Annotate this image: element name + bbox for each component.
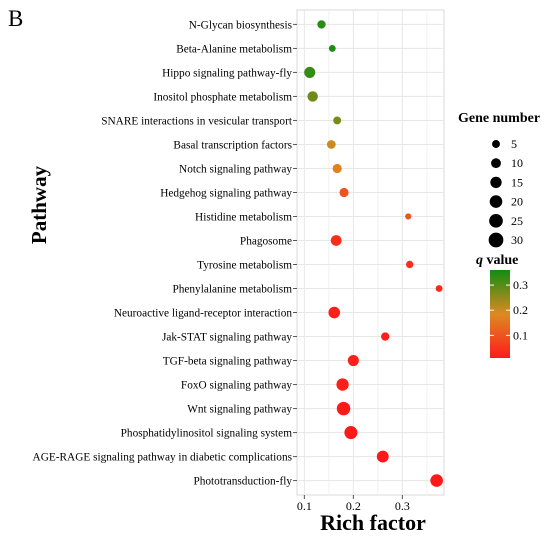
size-legend-label: 30	[511, 233, 523, 247]
y-tick-label: Neuroactive ligand-receptor interaction	[114, 308, 293, 320]
y-axis-labels: N-Glycan biosynthesis Beta-Alanine metabo…	[33, 19, 297, 488]
data-point	[332, 163, 342, 174]
y-tick-label: Hedgehog signaling pathway	[160, 187, 292, 199]
y-tick-label: Histidine metabolism	[195, 211, 292, 223]
y-tick-label: Notch signaling pathway	[179, 163, 292, 175]
size-legend-label: 15	[511, 175, 523, 189]
data-point	[328, 44, 336, 52]
color-legend: q value 0.1 0.2 0.3	[476, 253, 528, 358]
data-point	[344, 426, 358, 440]
x-axis-title: Rich factor	[320, 510, 426, 535]
size-legend-title: Gene number	[458, 111, 540, 126]
size-legend-label: 25	[511, 214, 523, 228]
data-point	[307, 91, 318, 102]
y-tick-label: SNARE interactions in vesicular transpor…	[101, 115, 293, 127]
size-legend: Gene number 5 10 15 20 25 30	[458, 111, 540, 248]
data-point	[317, 20, 326, 29]
y-tick-label: Phenylalanine metabolism	[172, 284, 292, 296]
y-tick-label: TGF-beta signaling pathway	[163, 356, 293, 368]
size-legend-symbol	[491, 158, 501, 169]
color-legend-bar	[490, 270, 510, 358]
y-tick-label: N-Glycan biosynthesis	[189, 19, 292, 31]
size-legend-symbol	[492, 140, 500, 148]
x-tick-label: 0.2	[346, 499, 361, 513]
y-tick-label: Phagosome	[240, 235, 292, 247]
data-point	[304, 66, 316, 78]
x-axis-ticks: 0.1 0.2 0.3	[297, 495, 410, 513]
data-point	[330, 235, 342, 246]
data-point	[328, 306, 341, 319]
data-point	[381, 332, 390, 341]
color-legend-label: 0.1	[513, 328, 528, 342]
x-tick-label: 0.3	[395, 499, 410, 513]
y-tick-label: Jak-STAT signaling pathway	[162, 332, 292, 344]
color-legend-title-q: q	[476, 253, 483, 268]
y-tick-label: Phototransduction-fly	[193, 476, 292, 488]
y-tick-label: Inositol phosphate metabolism	[153, 91, 292, 103]
data-point	[333, 116, 342, 125]
y-tick-label: Tyrosine metabolism	[197, 260, 292, 272]
data-point	[406, 260, 414, 269]
size-legend-label: 10	[511, 156, 523, 170]
data-point	[405, 213, 412, 220]
color-legend-label: 0.3	[513, 278, 528, 292]
y-tick-label: Hippo signaling pathway-fly	[162, 67, 292, 79]
plot-panel	[296, 9, 445, 496]
data-point	[336, 378, 349, 391]
data-point	[339, 187, 349, 198]
data-point	[435, 285, 443, 292]
grid	[297, 10, 444, 495]
panel-label: B	[8, 6, 23, 31]
size-legend-symbol	[488, 232, 504, 248]
size-legend-symbol	[489, 213, 503, 228]
size-legend-label: 20	[511, 195, 523, 209]
y-tick-label: FoxO signaling pathway	[181, 380, 292, 392]
x-tick-label: 0.1	[297, 499, 312, 513]
data-point	[430, 474, 443, 487]
color-legend-title: q value	[476, 253, 518, 268]
size-legend-label: 5	[511, 137, 517, 151]
data-points	[304, 20, 443, 487]
color-legend-label: 0.2	[513, 303, 528, 317]
data-point	[347, 355, 359, 367]
y-tick-label: Phosphatidylinositol signaling system	[121, 428, 293, 440]
color-legend-title-rest: value	[483, 253, 518, 268]
y-tick-label: Beta-Alanine metabolism	[176, 43, 292, 55]
y-axis-title: Pathway	[27, 165, 51, 244]
y-tick-label: Wnt signaling pathway	[187, 404, 292, 416]
data-point	[376, 450, 389, 463]
size-legend-symbol	[490, 176, 502, 189]
size-legend-symbol	[489, 195, 503, 208]
y-tick-label: Basal transcription factors	[173, 139, 292, 151]
data-point	[326, 140, 336, 149]
data-point	[336, 401, 351, 416]
y-tick-label: AGE-RAGE signaling pathway in diabetic c…	[33, 452, 292, 464]
